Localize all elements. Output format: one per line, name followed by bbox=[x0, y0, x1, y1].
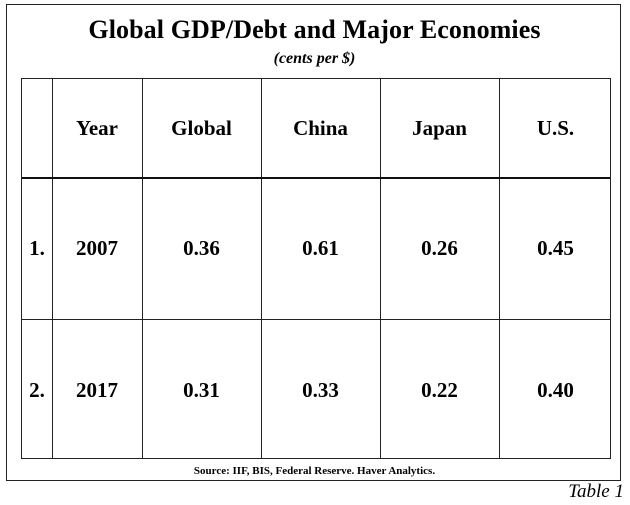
header-divider bbox=[22, 177, 610, 179]
row-divider bbox=[22, 319, 610, 320]
header-year: Year bbox=[76, 115, 118, 140]
column-divider bbox=[380, 79, 381, 458]
cell-global: 0.36 bbox=[183, 236, 220, 260]
row-index: 2. bbox=[29, 377, 45, 402]
cell-us: 0.40 bbox=[537, 377, 574, 402]
table-caption: Table 1 bbox=[568, 481, 624, 502]
cell-china: 0.61 bbox=[302, 236, 339, 260]
cell-japan: 0.22 bbox=[421, 377, 458, 402]
cell-japan: 0.26 bbox=[421, 236, 458, 260]
data-table: Year Global China Japan U.S. 1. 2007 0.3… bbox=[21, 78, 611, 459]
row-index: 1. bbox=[29, 236, 45, 260]
cell-year: 2017 bbox=[76, 377, 118, 402]
column-divider bbox=[261, 79, 262, 458]
column-divider bbox=[499, 79, 500, 458]
header-global: Global bbox=[171, 115, 232, 140]
table-subtitle: (cents per $) bbox=[273, 50, 356, 67]
table-frame: Global GDP/Debt and Major Economies (cen… bbox=[6, 4, 621, 481]
header-us: U.S. bbox=[536, 115, 575, 140]
table-title: Global GDP/Debt and Major Economies bbox=[88, 15, 541, 44]
column-divider bbox=[142, 79, 143, 458]
header-japan: Japan bbox=[412, 115, 467, 140]
cell-china: 0.33 bbox=[302, 377, 339, 402]
header-china: China bbox=[293, 115, 348, 140]
column-divider bbox=[52, 79, 53, 458]
cell-global: 0.31 bbox=[183, 377, 220, 402]
cell-us: 0.45 bbox=[537, 236, 574, 260]
source-note: Source: IIF, BIS, Federal Reserve. Haver… bbox=[193, 465, 436, 477]
cell-year: 2007 bbox=[76, 236, 118, 260]
